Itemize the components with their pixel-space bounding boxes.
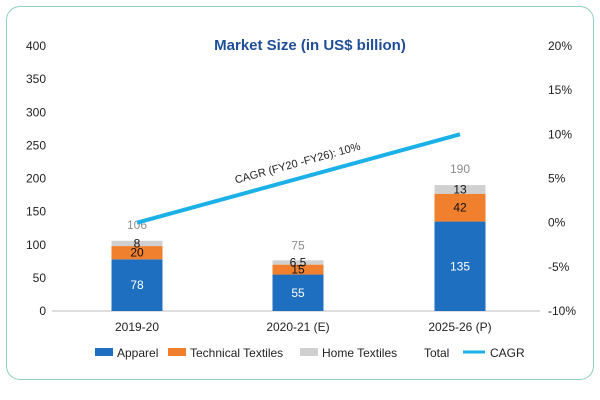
legend-swatch — [168, 348, 186, 356]
right-y-axis: -10% -5% 0% 5% 10% 15% 20% — [548, 39, 576, 318]
bar-segment-technical-textiles — [111, 246, 163, 260]
data-label-home-textiles: 13 — [453, 182, 467, 196]
right-y-tick-label: -10% — [548, 304, 576, 318]
left-y-tick-label: 150 — [26, 205, 46, 219]
data-label-home-textiles: 8 — [134, 236, 141, 250]
left-y-tick-label: 200 — [26, 172, 46, 186]
left-y-tick-label: 0 — [39, 304, 46, 318]
total-label: 75 — [291, 238, 305, 252]
x-category-label: 2025-26 (P) — [428, 320, 491, 334]
right-y-tick-label: 15% — [548, 83, 572, 97]
legend-swatch — [300, 348, 318, 356]
legend-label: Total — [424, 346, 449, 360]
right-y-tick-label: 0% — [548, 216, 566, 230]
bar-segment-apparel — [434, 221, 486, 311]
bar-segment-technical-textiles — [272, 264, 324, 275]
bar-segment-home-textiles — [272, 260, 324, 265]
legend: Apparel Technical Textiles Home Textiles To… — [95, 346, 525, 360]
data-label-technical-textiles: 42 — [453, 201, 467, 215]
data-label-technical-textiles: 20 — [130, 246, 144, 260]
data-label-apparel: 55 — [291, 286, 305, 300]
data-label-home-textiles: 6.5 — [290, 255, 307, 269]
right-y-tick-label: 20% — [548, 39, 572, 53]
left-y-axis: 0 50 100 150 200 250 300 350 400 — [26, 39, 46, 318]
legend-label: Technical Textiles — [190, 346, 283, 360]
data-label-apparel: 135 — [450, 259, 470, 273]
left-y-tick-label: 50 — [33, 271, 47, 285]
x-category-label: 2019-20 — [115, 320, 159, 334]
chart-title: Market Size (in US$ billion) — [214, 37, 406, 54]
bar-segment-apparel — [272, 274, 324, 311]
bar-segment-apparel — [111, 259, 163, 311]
cagr-line — [136, 132, 461, 225]
left-y-tick-label: 100 — [26, 238, 46, 252]
cagr-series: CAGR (FY20 -FY26): 10% — [136, 132, 461, 225]
left-y-tick-label: 300 — [26, 105, 46, 119]
left-y-tick-label: 250 — [26, 138, 46, 152]
chart-frame — [6, 6, 594, 380]
right-y-tick-label: 5% — [548, 172, 566, 186]
category-labels: 2019-20 2020-21 (E) 2025-26 (P) — [115, 320, 492, 334]
data-label-technical-textiles: 15 — [291, 263, 305, 277]
bar-segment-home-textiles — [111, 240, 163, 247]
left-y-tick-label: 350 — [26, 72, 46, 86]
right-y-tick-label: 10% — [548, 127, 572, 141]
data-label-apparel: 78 — [130, 278, 144, 292]
legend-label: CAGR — [490, 346, 525, 360]
bar-segment-technical-textiles — [434, 193, 486, 222]
x-category-label: 2020-21 (E) — [266, 320, 329, 334]
left-y-tick-label: 400 — [26, 39, 46, 53]
legend-label: Home Textiles — [322, 346, 397, 360]
legend-swatch — [95, 348, 113, 356]
legend-label: Apparel — [117, 346, 158, 360]
bar-segment-home-textiles — [434, 185, 486, 194]
right-y-tick-label: -5% — [548, 260, 570, 274]
total-label: 190 — [450, 162, 470, 176]
